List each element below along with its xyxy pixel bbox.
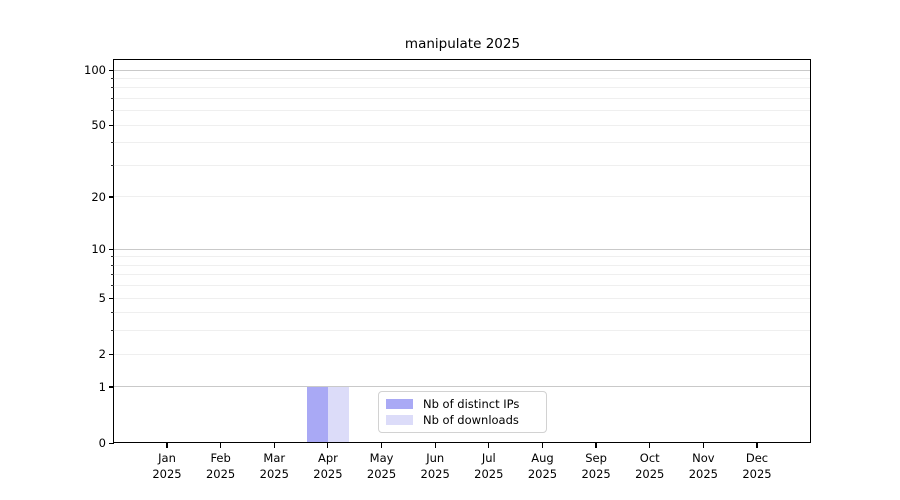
x-tick-mark-jul	[488, 443, 490, 448]
y-tick-label-100: 100	[84, 63, 106, 77]
gridline-1	[114, 386, 811, 388]
gridline-4	[114, 312, 811, 314]
y-tick-mark-50	[109, 124, 114, 126]
legend-item-downloads: Nb of downloads	[386, 413, 539, 427]
x-tick-label-jul: Jul 2025	[474, 451, 504, 481]
y-minor-tick-mark-70	[111, 97, 114, 99]
y-tick-label-0: 0	[98, 436, 106, 450]
y-tick-label-20: 20	[91, 189, 106, 204]
x-tick-label-apr: Apr 2025	[313, 451, 343, 481]
gridline-5	[114, 297, 811, 299]
gridline-7	[114, 274, 811, 276]
y-minor-tick-mark-7	[111, 274, 114, 276]
plot-area	[114, 60, 811, 443]
gridline-30	[114, 164, 811, 166]
legend-swatch-distinct-ips	[386, 398, 413, 409]
bar-apr-series-0	[306, 386, 328, 443]
y-tick-mark-100	[109, 69, 114, 71]
y-tick-mark-1	[109, 386, 114, 388]
legend-label-distinct-ips: Nb of distinct IPs	[423, 396, 520, 411]
x-tick-mark-nov	[702, 443, 704, 448]
gridline-2	[114, 353, 811, 355]
x-tick-label-aug: Aug 2025	[527, 451, 558, 481]
y-tick-mark-0	[109, 442, 114, 444]
x-tick-label-oct: Oct 2025	[635, 451, 665, 481]
y-minor-tick-mark-6	[111, 285, 114, 287]
legend-label-downloads: Nb of downloads	[423, 413, 519, 428]
y-minor-tick-mark-9	[111, 256, 114, 258]
x-tick-label-dec: Dec 2025	[742, 451, 772, 481]
gridline-6	[114, 285, 811, 287]
x-tick-mark-oct	[649, 443, 651, 448]
x-tick-mark-aug	[541, 443, 544, 448]
x-tick-label-mar: Mar 2025	[259, 451, 289, 481]
y-tick-mark-20	[109, 196, 114, 198]
y-minor-tick-mark-40	[111, 142, 114, 144]
y-minor-tick-mark-80	[111, 87, 114, 89]
y-minor-tick-mark-30	[111, 164, 114, 166]
gridline-9	[114, 256, 811, 258]
x-tick-label-jun: Jun 2025	[420, 451, 450, 481]
y-minor-tick-mark-4	[111, 312, 114, 314]
x-tick-label-nov: Nov 2025	[688, 451, 718, 481]
x-tick-mark-may	[380, 443, 383, 448]
gridline-80	[114, 87, 811, 89]
x-tick-mark-apr	[327, 443, 329, 448]
gridline-50	[114, 124, 811, 126]
y-tick-mark-2	[109, 353, 114, 355]
legend: Nb of distinct IPs Nb of downloads	[378, 391, 547, 433]
y-minor-tick-mark-90	[111, 77, 114, 79]
y-tick-label-50: 50	[91, 118, 106, 133]
gridline-20	[114, 196, 811, 198]
x-tick-label-jan: Jan 2025	[152, 451, 182, 481]
gridline-40	[114, 142, 811, 144]
x-tick-mark-dec	[756, 443, 758, 448]
gridline-10	[114, 248, 811, 250]
y-tick-label-2: 2	[98, 347, 106, 362]
y-tick-label-10: 10	[91, 242, 106, 257]
gridline-90	[114, 77, 811, 79]
gridline-70	[114, 97, 811, 99]
x-tick-mark-jan	[166, 443, 168, 448]
y-minor-tick-mark-3	[111, 330, 114, 332]
x-tick-label-feb: Feb 2025	[205, 451, 236, 481]
x-tick-mark-jun	[434, 443, 436, 448]
y-tick-label-1: 1	[98, 379, 106, 394]
gridline-60	[114, 110, 811, 112]
x-tick-label-may: May 2025	[366, 451, 397, 481]
legend-item-distinct-ips: Nb of distinct IPs	[386, 397, 539, 411]
chart-title: manipulate 2025	[404, 36, 521, 52]
y-tick-label-5: 5	[98, 291, 106, 306]
gridline-8	[114, 264, 811, 266]
gridline-3	[114, 330, 811, 332]
x-tick-mark-feb	[220, 443, 222, 448]
gridline-100	[114, 69, 811, 71]
y-minor-tick-mark-8	[111, 264, 114, 266]
x-tick-label-sep: Sep 2025	[581, 451, 611, 481]
y-tick-mark-10	[109, 248, 114, 250]
x-tick-mark-mar	[273, 443, 275, 448]
bar-apr-series-1	[327, 386, 349, 443]
y-tick-mark-5	[109, 297, 114, 299]
y-minor-tick-mark-60	[111, 110, 114, 112]
x-tick-mark-sep	[595, 443, 597, 448]
legend-swatch-downloads	[386, 415, 413, 426]
